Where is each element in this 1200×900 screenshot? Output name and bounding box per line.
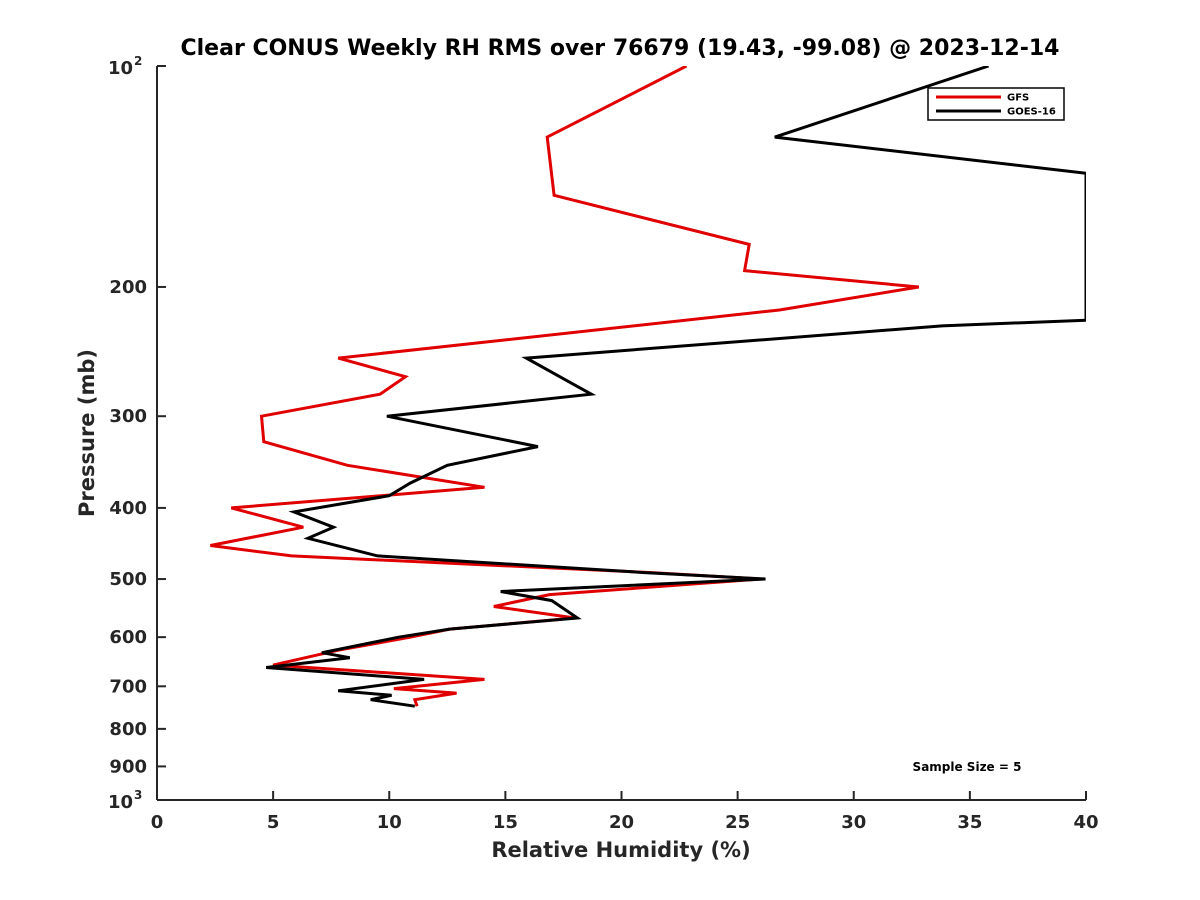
y-tick-label: 200 (109, 277, 147, 298)
y-axis-label: Pressure (mb) (75, 349, 99, 517)
x-tick-label: 5 (267, 812, 280, 833)
x-tick-label: 35 (957, 812, 982, 833)
legend-label-goes-16: GOES-16 (1007, 107, 1056, 118)
y-tick-label-exponent: 3 (134, 788, 142, 802)
y-tick-label: 700 (109, 676, 147, 697)
y-tick-label: 500 (109, 569, 147, 590)
x-tick-label: 0 (151, 812, 164, 833)
legend: GFS GOES-16 (927, 87, 1065, 121)
y-tick-label: 400 (109, 498, 147, 519)
x-axis-label: Relative Humidity (%) (491, 838, 750, 862)
chart-title: Clear CONUS Weekly RH RMS over 76679 (19… (181, 36, 1060, 61)
x-tick-label: 25 (725, 812, 750, 833)
series-group (210, 66, 1086, 708)
x-tick-label: 40 (1073, 812, 1098, 833)
legend-label-gfs: GFS (1007, 93, 1029, 104)
x-tick-label: 20 (609, 812, 634, 833)
y-tick-label: 300 (109, 406, 147, 427)
y-tick-label: 900 (109, 756, 147, 777)
x-tick-label: 30 (841, 812, 866, 833)
y-tick-label: 600 (109, 627, 147, 648)
y-tick-label: 800 (109, 719, 147, 740)
legend-box (927, 87, 1065, 121)
y-tick-label-base: 10 (108, 58, 133, 79)
plot-area (210, 66, 1086, 708)
x-tick-label: 15 (493, 812, 518, 833)
series-line-goes-16 (266, 66, 1086, 708)
x-tick-label: 10 (377, 812, 402, 833)
series-line-gfs (210, 66, 920, 707)
y-tick-label-power: 10 2 (108, 54, 142, 79)
y-tick-label-exponent: 2 (134, 54, 142, 68)
sample-size-annotation: Sample Size = 5 (913, 760, 1022, 774)
y-tick-label-power: 10 3 (108, 788, 142, 813)
y-tick-label-base: 10 (108, 792, 133, 813)
